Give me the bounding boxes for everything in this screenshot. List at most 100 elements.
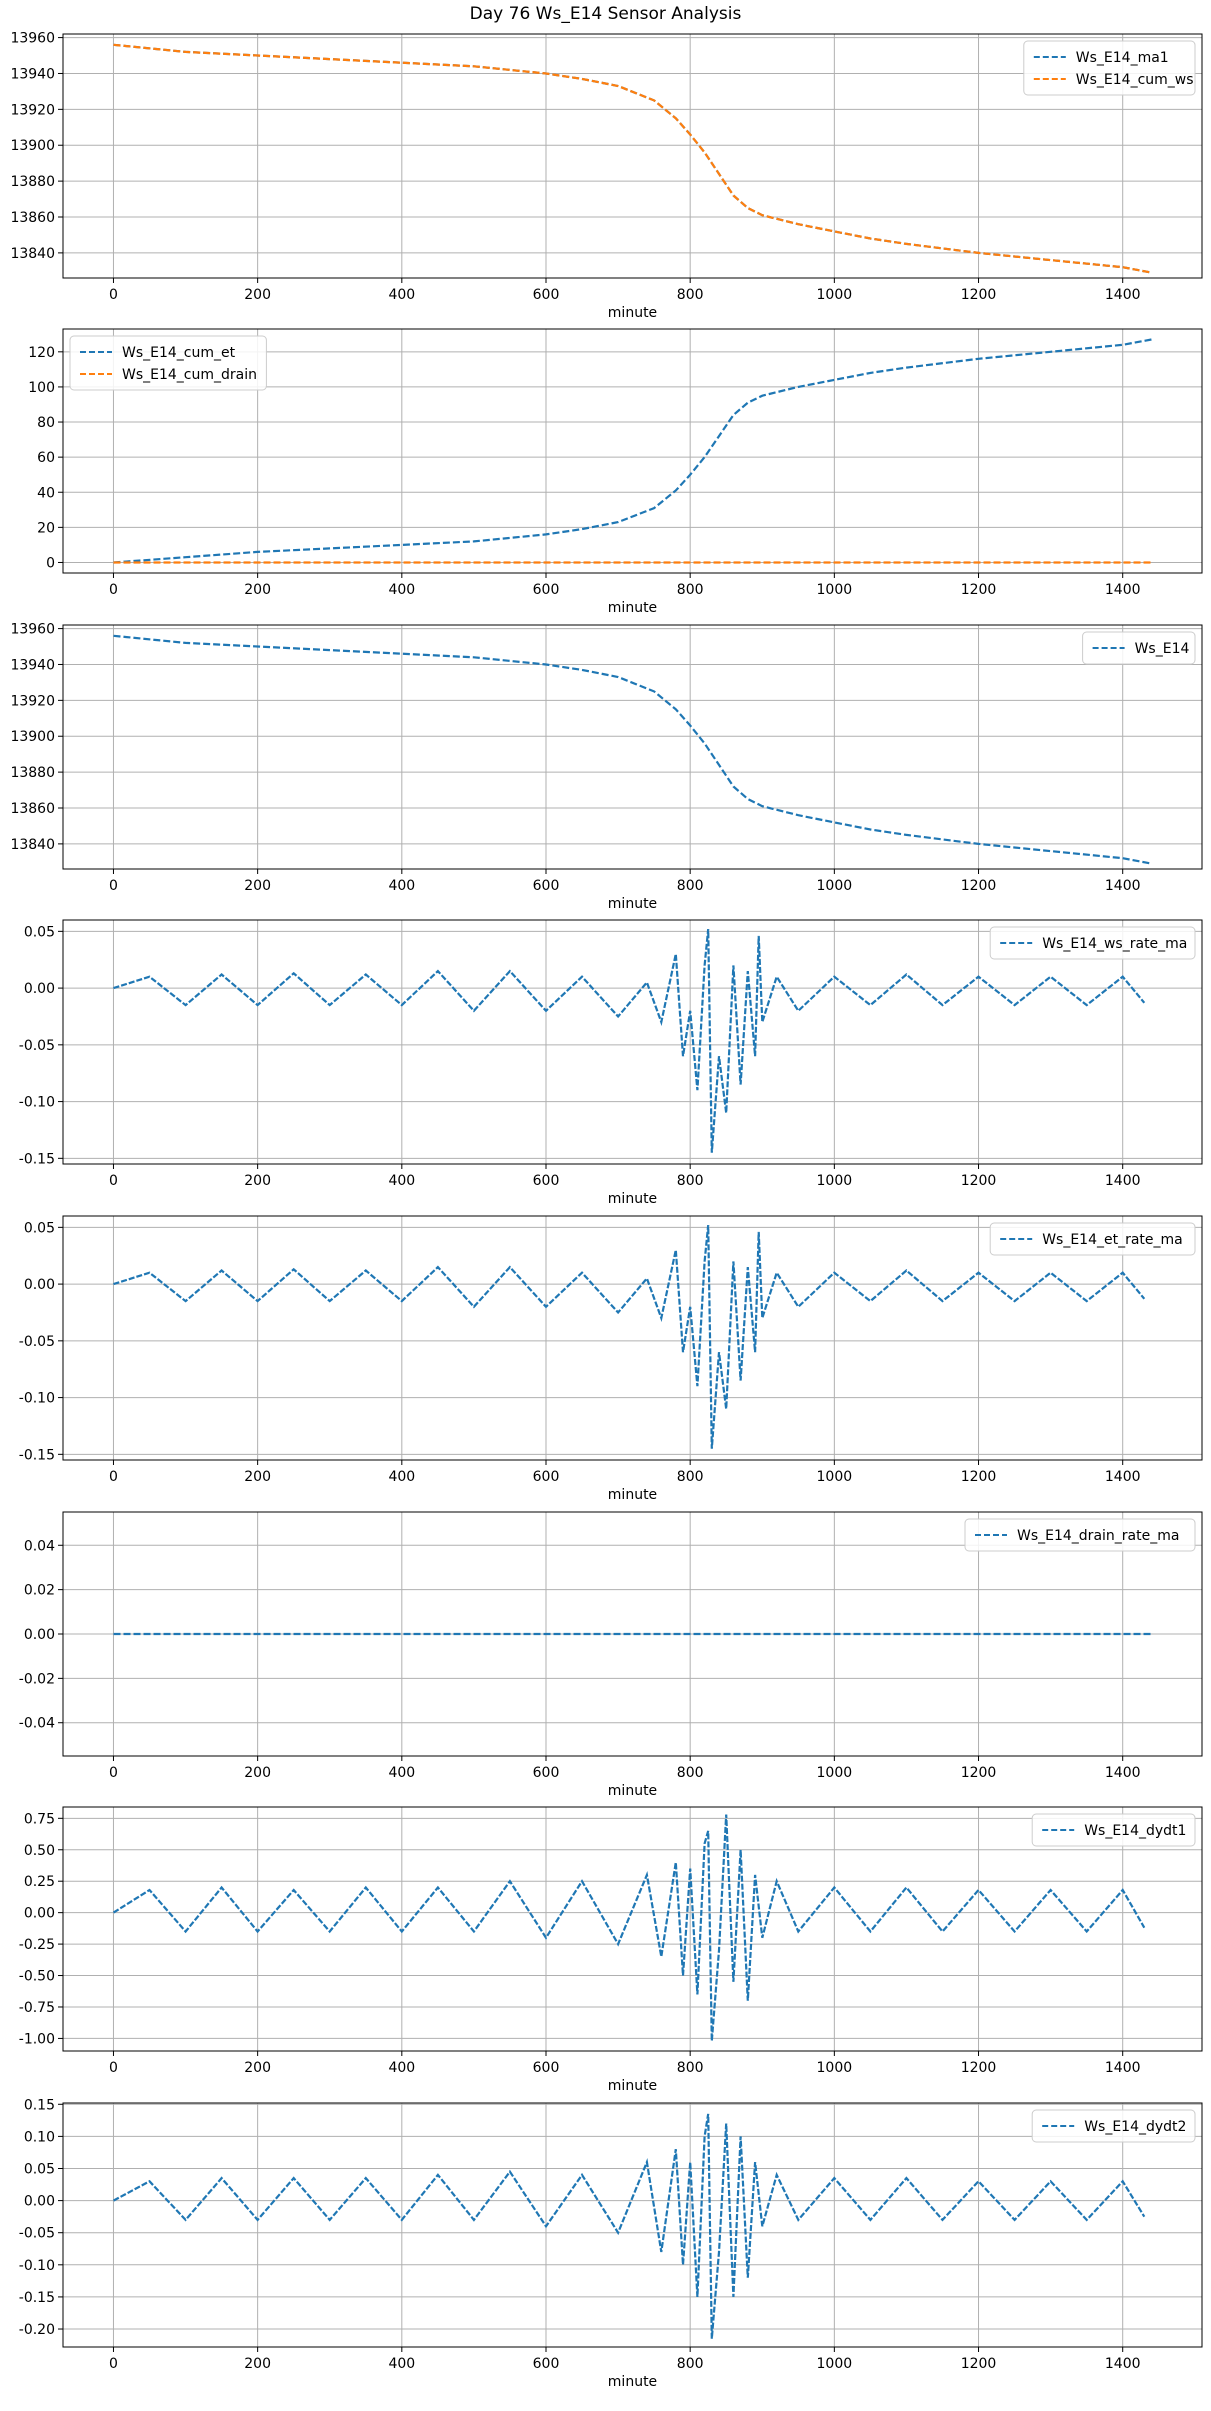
x-tick-label: 0 xyxy=(109,878,118,894)
series-line-Ws_E14_ma1 xyxy=(113,43,1152,274)
subplot-2: 0 200 400 600 800 1000 1200 1400 0 20 40 60 80 100 120… xyxy=(28,328,1203,616)
y-tick-label: 13920 xyxy=(10,102,55,118)
legend-label: Ws_E14_ws_rate_ma xyxy=(1042,936,1187,952)
x-tick-label: 400 xyxy=(388,1765,415,1781)
y-tick-label: 13880 xyxy=(10,174,55,190)
y-tick-label: -0.50 xyxy=(19,1969,55,1985)
legend-box xyxy=(1031,2109,1196,2143)
x-tick-label: 400 xyxy=(388,878,415,894)
y-tick-label: 13940 xyxy=(10,66,55,82)
y-tick-label: -0.02 xyxy=(19,1671,55,1687)
x-tick-label: 1200 xyxy=(961,582,997,598)
y-tick-label: 13860 xyxy=(10,210,55,226)
y-tick-label: 13880 xyxy=(10,765,55,781)
x-tick-label: 800 xyxy=(677,1173,704,1189)
legend-label: Ws_E14_cum_ws xyxy=(1076,72,1194,88)
x-tick-label: 1400 xyxy=(1105,2356,1141,2372)
legend: Ws_E14 xyxy=(1082,631,1196,665)
x-tick-label: 200 xyxy=(244,2060,271,2076)
legend-box xyxy=(1031,1813,1196,1847)
x-axis-label: minute xyxy=(608,2078,657,2094)
y-tick-label: 0.04 xyxy=(24,1538,55,1554)
x-tick-label: 400 xyxy=(388,2356,415,2372)
x-tick-label: 600 xyxy=(533,1173,560,1189)
subplot-5: 0 200 400 600 800 1000 1200 1400 -0.15 -0.10 -0.05… xyxy=(19,1215,1203,1503)
series-line-Ws_E14_ws_rate_ma xyxy=(113,928,1146,1153)
x-tick-label: 0 xyxy=(109,1469,118,1485)
x-tick-label: 1400 xyxy=(1105,1469,1141,1485)
x-tick-label: 200 xyxy=(244,1469,271,1485)
y-tick-label: 20 xyxy=(37,520,55,536)
x-tick-label: 1000 xyxy=(817,878,853,894)
y-tick-label: 13860 xyxy=(10,801,55,817)
y-tick-label: -0.15 xyxy=(19,2290,55,2306)
x-tick-label: 1200 xyxy=(961,1765,997,1781)
figure-title: Day 76 Ws_E14 Sensor Analysis xyxy=(469,4,742,24)
y-tick-label: 0.00 xyxy=(24,981,55,997)
x-tick-label: 1400 xyxy=(1105,1765,1141,1781)
x-tick-label: 1200 xyxy=(961,1173,997,1189)
axes-frame xyxy=(62,624,1203,870)
x-axis-label: minute xyxy=(608,1191,657,1207)
x-tick-label: 200 xyxy=(244,2356,271,2372)
x-tick-label: 600 xyxy=(533,1469,560,1485)
y-tick-label: 100 xyxy=(28,380,55,396)
subplot-8: 0 200 400 600 800 1000 1200 1400 -0.20 -0.15 -0.10… xyxy=(19,2097,1203,2390)
x-axis-label: minute xyxy=(608,1783,657,1799)
y-tick-label: 0.10 xyxy=(24,2129,55,2145)
x-tick-label: 600 xyxy=(533,2356,560,2372)
legend-label: Ws_E14_et_rate_ma xyxy=(1042,1232,1183,1248)
x-tick-label: 1000 xyxy=(817,1765,853,1781)
subplot-6: 0 200 400 600 800 1000 1200 1400 -0.04 -0.02 0.00 0… xyxy=(19,1511,1203,1799)
x-tick-label: 1200 xyxy=(961,2060,997,2076)
subplot-7: 0 200 400 600 800 1000 1200 1400 -1.00 -0.75 -0.50… xyxy=(19,1806,1203,2094)
x-tick-label: 400 xyxy=(388,582,415,598)
y-tick-label: 0.50 xyxy=(24,1843,55,1859)
x-tick-label: 600 xyxy=(533,287,560,303)
x-tick-label: 800 xyxy=(677,2356,704,2372)
x-tick-label: 800 xyxy=(677,878,704,894)
y-tick-label: -0.05 xyxy=(19,1334,55,1350)
subplot-1: 0 200 400 600 800 1000 1200 1400 13840 13860 13880… xyxy=(10,31,1203,321)
x-tick-label: 0 xyxy=(109,1765,118,1781)
x-tick-label: 1000 xyxy=(817,2356,853,2372)
x-tick-label: 1000 xyxy=(817,582,853,598)
y-tick-label: 0.00 xyxy=(24,1627,55,1643)
x-axis-label: minute xyxy=(608,2374,657,2390)
legend: Ws_E14_cum_et Ws_E14_cum_drain xyxy=(69,335,267,391)
x-axis-label: minute xyxy=(608,1487,657,1503)
subplot-4: 0 200 400 600 800 1000 1200 1400 -0.15 -0.10 -0.05… xyxy=(19,919,1203,1207)
y-tick-label: 80 xyxy=(37,415,55,431)
y-tick-label: 120 xyxy=(28,345,55,361)
x-tick-label: 1400 xyxy=(1105,878,1141,894)
axes-frame xyxy=(62,1806,1203,2052)
series-line-Ws_E14_dydt1 xyxy=(112,1814,1146,2041)
x-axis-label: minute xyxy=(608,896,657,912)
legend-label: Ws_E14_dydt2 xyxy=(1084,2119,1186,2135)
legend: Ws_E14_ma1 Ws_E14_cum_ws xyxy=(1023,40,1196,96)
y-tick-label: -0.10 xyxy=(19,1095,55,1111)
legend-box xyxy=(964,1518,1196,1552)
x-tick-label: 200 xyxy=(244,878,271,894)
y-tick-label: 0.00 xyxy=(24,1277,55,1293)
x-tick-label: 1400 xyxy=(1105,582,1141,598)
y-tick-label: -1.00 xyxy=(19,2031,55,2047)
legend-label: Ws_E14_drain_rate_ma xyxy=(1017,1528,1179,1544)
x-tick-label: 600 xyxy=(533,878,560,894)
x-tick-label: 400 xyxy=(388,287,415,303)
legend-box xyxy=(989,1222,1196,1256)
y-tick-label: -0.25 xyxy=(19,1937,55,1953)
x-tick-label: 800 xyxy=(677,1469,704,1485)
legend: Ws_E14_et_rate_ma xyxy=(989,1222,1196,1256)
x-tick-label: 0 xyxy=(109,287,118,303)
y-tick-label: 13960 xyxy=(10,622,55,638)
axes-frame xyxy=(62,919,1203,1165)
y-tick-label: -0.05 xyxy=(19,1038,55,1054)
y-tick-label: 0.25 xyxy=(24,1874,55,1890)
x-tick-label: 400 xyxy=(388,1469,415,1485)
x-tick-label: 1200 xyxy=(961,1469,997,1485)
y-tick-label: -0.20 xyxy=(19,2322,55,2338)
y-tick-label: 0 xyxy=(46,555,55,571)
